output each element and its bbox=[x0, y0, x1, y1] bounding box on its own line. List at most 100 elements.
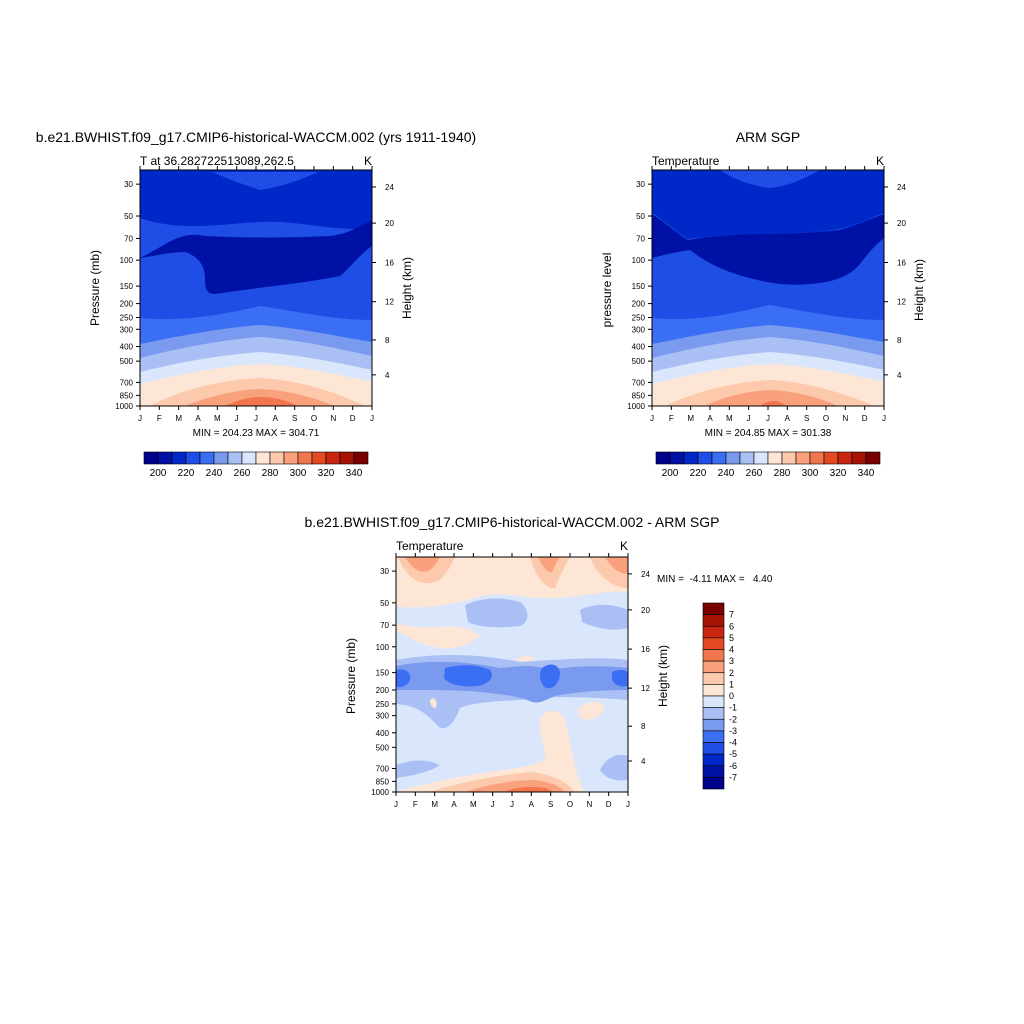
level-fill bbox=[225, 397, 298, 406]
colorbar-label: 280 bbox=[262, 468, 279, 479]
pressure-tick-label: 500 bbox=[376, 743, 390, 752]
colorbar-label: 2 bbox=[729, 668, 734, 678]
month-tick-label: N bbox=[330, 414, 336, 423]
panel-subtitle-units: K bbox=[364, 154, 372, 168]
month-tick-label: M bbox=[726, 414, 733, 423]
colorbar-label: 300 bbox=[290, 468, 307, 479]
level-fill bbox=[212, 172, 318, 190]
contour-plot bbox=[395, 556, 629, 793]
colorbar-label: 340 bbox=[346, 468, 363, 479]
pressure-tick-label: 700 bbox=[376, 765, 390, 774]
month-tick-label: M bbox=[470, 800, 477, 809]
colorbar-label: 3 bbox=[729, 656, 734, 666]
month-tick-label: N bbox=[842, 414, 848, 423]
pressure-tick-label: 70 bbox=[124, 234, 133, 243]
left-axis: 30 50 70 100 150 200 250 300 400 500 700 850 1000 bbox=[115, 180, 140, 411]
model-panel: b.e21.BWHIST.f09_g17.CMIP6-historical-WA… bbox=[36, 129, 476, 479]
pressure-tick-label: 300 bbox=[632, 325, 646, 334]
min-max-label: MIN = 204.85 MAX = 301.38 bbox=[705, 428, 832, 439]
colorbar-swatch bbox=[702, 718, 725, 732]
colorbar-swatch bbox=[157, 451, 173, 465]
colorbar-swatch bbox=[683, 451, 699, 465]
colorbar-swatch bbox=[283, 451, 299, 465]
colorbar-label: -1 bbox=[729, 703, 737, 713]
height-tick-label: 16 bbox=[385, 259, 394, 268]
month-tick-label: S bbox=[292, 414, 297, 423]
level-fill bbox=[396, 624, 480, 649]
level-fill bbox=[405, 557, 440, 572]
month-tick-label: J bbox=[766, 414, 770, 423]
colorbar-label: 320 bbox=[318, 468, 335, 479]
panel-title: ARM SGP bbox=[736, 129, 801, 145]
pressure-tick-label: 150 bbox=[376, 669, 390, 678]
colorbar-swatch bbox=[851, 451, 867, 465]
month-tick-label: O bbox=[823, 414, 829, 423]
colorbar-swatch bbox=[269, 451, 285, 465]
colorbar-swatch bbox=[297, 451, 313, 465]
month-tick-label: M bbox=[687, 414, 694, 423]
level-fill bbox=[396, 669, 411, 688]
month-tick-label: J bbox=[650, 414, 654, 423]
level-fill bbox=[465, 598, 528, 628]
month-tick-label: M bbox=[431, 800, 438, 809]
month-tick-label: D bbox=[350, 414, 356, 423]
colorbar-swatch bbox=[702, 625, 725, 639]
pressure-tick-label: 200 bbox=[120, 300, 134, 309]
level-fill bbox=[515, 655, 535, 662]
height-tick-label: 12 bbox=[897, 298, 906, 307]
height-tick-label: 16 bbox=[641, 645, 650, 654]
month-tick-label: J bbox=[882, 414, 886, 423]
colorbar-swatch bbox=[702, 672, 725, 685]
colorbar-label: 240 bbox=[718, 468, 735, 479]
colorbar: 200 220 240 260 280 300 320 340 bbox=[143, 451, 369, 479]
y-axis-label: pressure level bbox=[600, 253, 614, 328]
colorbar-swatch bbox=[697, 451, 713, 465]
month-tick-label: F bbox=[413, 800, 418, 809]
pressure-tick-label: 1000 bbox=[627, 402, 645, 411]
min-max-label: MIN = -4.11 MAX = 4.40 bbox=[657, 574, 773, 585]
pressure-tick-label: 30 bbox=[380, 567, 389, 576]
level-fill bbox=[396, 760, 440, 778]
height-tick-label: 24 bbox=[897, 183, 906, 192]
pressure-tick-label: 100 bbox=[120, 256, 134, 265]
colorbar-label: 6 bbox=[729, 621, 734, 631]
colorbar-swatch bbox=[781, 451, 797, 465]
colorbar-label: 5 bbox=[729, 633, 734, 643]
month-tick-label: J bbox=[235, 414, 239, 423]
panel-subtitle-units: K bbox=[620, 539, 628, 553]
colorbar-swatch bbox=[702, 695, 725, 708]
colorbar-swatch bbox=[143, 451, 159, 465]
panel-subtitle-left: T at 36.282722513089,262.5 bbox=[140, 154, 294, 168]
level-fill bbox=[580, 604, 628, 630]
month-tick-label: J bbox=[254, 414, 258, 423]
pressure-tick-label: 300 bbox=[120, 325, 134, 334]
pressure-tick-label: 70 bbox=[380, 621, 389, 630]
month-tick-label: M bbox=[175, 414, 182, 423]
pressure-tick-label: 400 bbox=[376, 729, 390, 738]
height-tick-label: 8 bbox=[641, 722, 646, 731]
panel-subtitle-units: K bbox=[876, 154, 884, 168]
colorbar-swatch bbox=[702, 614, 725, 627]
month-tick-label: F bbox=[157, 414, 162, 423]
colorbar-swatch bbox=[669, 451, 685, 465]
height-tick-label: 20 bbox=[385, 219, 394, 228]
level-fill bbox=[600, 754, 628, 781]
colorbar-label: -4 bbox=[729, 738, 737, 748]
level-fill bbox=[538, 557, 560, 573]
pressure-tick-label: 50 bbox=[636, 212, 645, 221]
level-fill bbox=[652, 214, 884, 285]
y-axis-right-label: Height (km) bbox=[656, 645, 670, 707]
colorbar-label: 0 bbox=[729, 691, 734, 701]
pressure-tick-label: 850 bbox=[376, 777, 390, 786]
month-tick-label: A bbox=[707, 414, 713, 423]
month-tick-label: J bbox=[626, 800, 630, 809]
pressure-tick-label: 300 bbox=[376, 712, 390, 721]
month-tick-label: J bbox=[138, 414, 142, 423]
level-fill bbox=[140, 220, 372, 294]
pressure-tick-label: 500 bbox=[120, 357, 134, 366]
month-tick-label: J bbox=[370, 414, 374, 423]
contour-plot bbox=[651, 169, 885, 407]
colorbar-swatch bbox=[655, 451, 671, 465]
